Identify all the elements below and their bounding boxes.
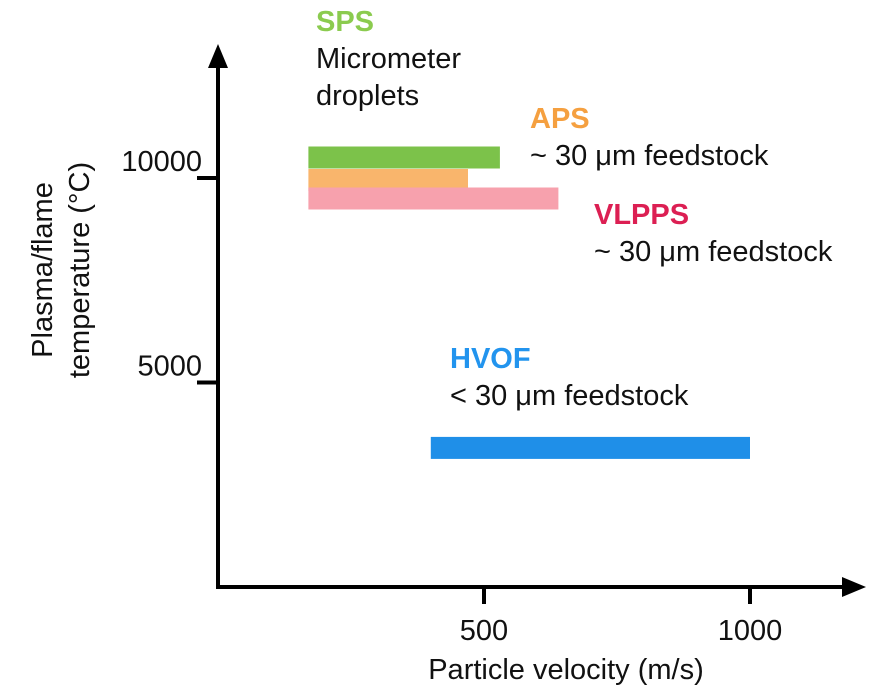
series-title-sps: SPS [316, 6, 374, 38]
x-axis-title: Particle velocity (m/s) [428, 654, 704, 686]
series-note-hvof: < 30 μm feedstock [450, 380, 689, 412]
bar-vlpps [308, 187, 559, 210]
y-axis-arrow-icon [208, 44, 228, 68]
range-bars [308, 146, 750, 459]
series-note-vlpps: ~ 30 μm feedstock [594, 236, 833, 268]
series-title-vlpps: VLPPS [594, 199, 689, 231]
y-tick-label: 10000 [121, 146, 202, 178]
bar-hvof [430, 436, 750, 459]
series-title-aps: APS [530, 103, 590, 135]
x-axis-arrow-icon [842, 577, 866, 597]
series-note-aps: ~ 30 μm feedstock [530, 140, 769, 172]
x-tick-label: 500 [460, 615, 508, 647]
series-labels: SPS Micrometer droplets APS ~ 30 μm feedstoc… [316, 6, 833, 412]
bar-sps [308, 146, 500, 169]
y-axis-title: Plasma/flame temperature (°C) [27, 162, 96, 378]
y-axis-title-line-1: Plasma/flame [27, 182, 59, 358]
series-note-sps: Micrometer [316, 43, 461, 75]
axis-ticks: 5000 10000 500 1000 [121, 146, 782, 647]
series-title-hvof: HVOF [450, 343, 531, 375]
bar-aps [308, 169, 468, 191]
y-tick-label: 5000 [137, 351, 202, 383]
x-tick-label: 1000 [718, 615, 783, 647]
y-axis-title-line-2: temperature (°C) [64, 162, 96, 378]
series-note-sps: droplets [316, 80, 419, 112]
